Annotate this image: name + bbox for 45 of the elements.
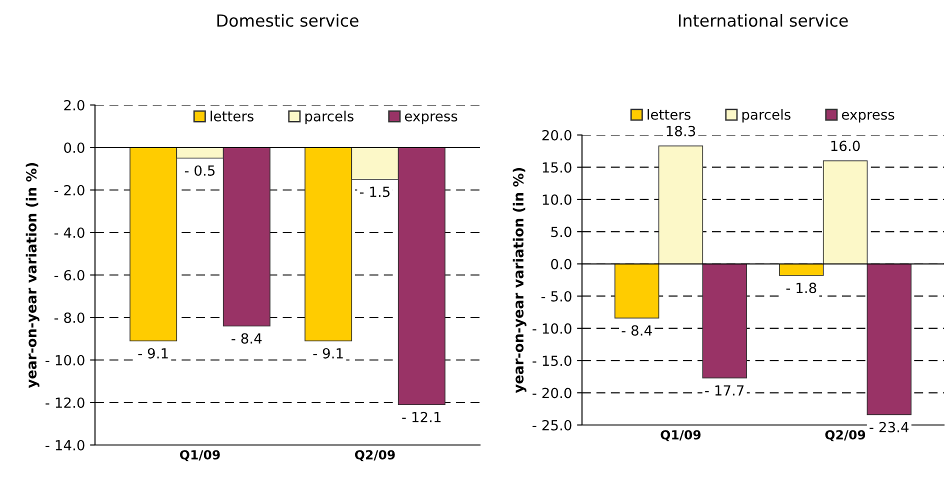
y-tick-label: 0.0: [551, 258, 572, 270]
chart-title: International service: [678, 14, 848, 27]
data-label: - 9.1: [313, 348, 343, 359]
y-tick-label: - 15.0: [532, 356, 572, 366]
y-tick-label: - 10.0: [532, 323, 572, 334]
y-tick-label: - 10.0: [46, 354, 84, 366]
legend-label: express: [842, 112, 894, 122]
legend-label: parcels: [742, 109, 790, 122]
y-tick-label: 2.0: [64, 100, 84, 110]
data-label: - 17.7: [705, 385, 744, 396]
legend-label: letters: [648, 109, 690, 120]
x-tick-label: Q2/09: [354, 450, 395, 462]
legend-label: parcels: [305, 110, 354, 124]
data-label: 18.3: [666, 126, 696, 136]
y-tick-label: - 2.0: [54, 184, 84, 196]
y-tick-label: - 4.0: [54, 227, 84, 238]
data-label: 16.0: [831, 140, 860, 152]
y-tick-label: - 5.0: [541, 291, 572, 302]
y-tick-label: - 12.0: [46, 397, 84, 408]
data-label: - 9.1: [138, 348, 168, 359]
data-label: - 1.5: [360, 186, 390, 198]
x-tick-label: Q1/09: [660, 430, 701, 442]
y-axis-title: year-on-year variation (in %): [512, 168, 526, 394]
data-label: - 1.8: [786, 282, 816, 294]
y-tick-label: 0.0: [64, 142, 84, 153]
y-tick-label: - 20.0: [532, 388, 572, 398]
data-label: - 0.5: [184, 165, 215, 176]
y-tick-label: - 6.0: [54, 270, 84, 280]
y-tick-label: 5.0: [551, 226, 572, 238]
y-tick-label: - 14.0: [46, 440, 84, 450]
chart-title: Domestic service: [217, 14, 358, 27]
y-tick-label: - 25.0: [532, 420, 572, 430]
y-axis-title: year-on-year variation (in %): [26, 163, 40, 388]
y-tick-label: 20.0: [542, 130, 572, 140]
x-tick-label: Q2/09: [825, 430, 866, 442]
data-label: - 8.4: [232, 333, 262, 344]
x-tick-label: Q1/09: [180, 450, 220, 462]
y-tick-label: 10.0: [542, 194, 572, 205]
legend-label: letters: [210, 110, 254, 122]
y-tick-label: - 8.0: [54, 312, 84, 323]
legend-label: express: [404, 113, 458, 124]
data-label: - 8.4: [622, 325, 652, 336]
data-label: - 23.4: [870, 422, 909, 432]
data-label: - 12.1: [402, 412, 441, 422]
y-tick-label: 15.0: [542, 162, 572, 173]
